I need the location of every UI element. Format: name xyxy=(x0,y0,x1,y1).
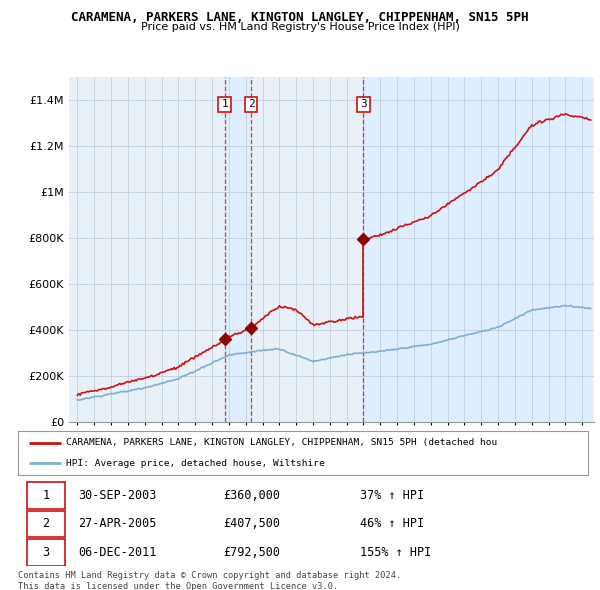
Bar xyxy=(364,77,590,422)
Bar xyxy=(224,77,251,422)
Text: £407,500: £407,500 xyxy=(223,517,280,530)
FancyBboxPatch shape xyxy=(26,511,65,537)
Text: 2: 2 xyxy=(43,517,49,530)
Text: Contains HM Land Registry data © Crown copyright and database right 2024.
This d: Contains HM Land Registry data © Crown c… xyxy=(18,571,401,590)
Text: £360,000: £360,000 xyxy=(223,489,280,502)
FancyBboxPatch shape xyxy=(18,431,588,475)
Text: 2: 2 xyxy=(248,99,254,109)
Text: 06-DEC-2011: 06-DEC-2011 xyxy=(78,546,156,559)
Text: 30-SEP-2003: 30-SEP-2003 xyxy=(78,489,156,502)
Text: 46% ↑ HPI: 46% ↑ HPI xyxy=(360,517,424,530)
Text: 1: 1 xyxy=(43,489,49,502)
Text: 1: 1 xyxy=(221,99,228,109)
Text: 27-APR-2005: 27-APR-2005 xyxy=(78,517,156,530)
Text: Price paid vs. HM Land Registry's House Price Index (HPI): Price paid vs. HM Land Registry's House … xyxy=(140,22,460,32)
FancyBboxPatch shape xyxy=(26,539,65,565)
Text: £792,500: £792,500 xyxy=(223,546,280,559)
Text: 37% ↑ HPI: 37% ↑ HPI xyxy=(360,489,424,502)
Text: CARAMENA, PARKERS LANE, KINGTON LANGLEY, CHIPPENHAM, SN15 5PH: CARAMENA, PARKERS LANE, KINGTON LANGLEY,… xyxy=(71,11,529,24)
FancyBboxPatch shape xyxy=(26,483,65,509)
Text: 3: 3 xyxy=(360,99,367,109)
Text: 155% ↑ HPI: 155% ↑ HPI xyxy=(360,546,431,559)
Text: 3: 3 xyxy=(43,546,49,559)
Text: HPI: Average price, detached house, Wiltshire: HPI: Average price, detached house, Wilt… xyxy=(67,458,325,467)
Text: CARAMENA, PARKERS LANE, KINGTON LANGLEY, CHIPPENHAM, SN15 5PH (detached hou: CARAMENA, PARKERS LANE, KINGTON LANGLEY,… xyxy=(67,438,498,447)
